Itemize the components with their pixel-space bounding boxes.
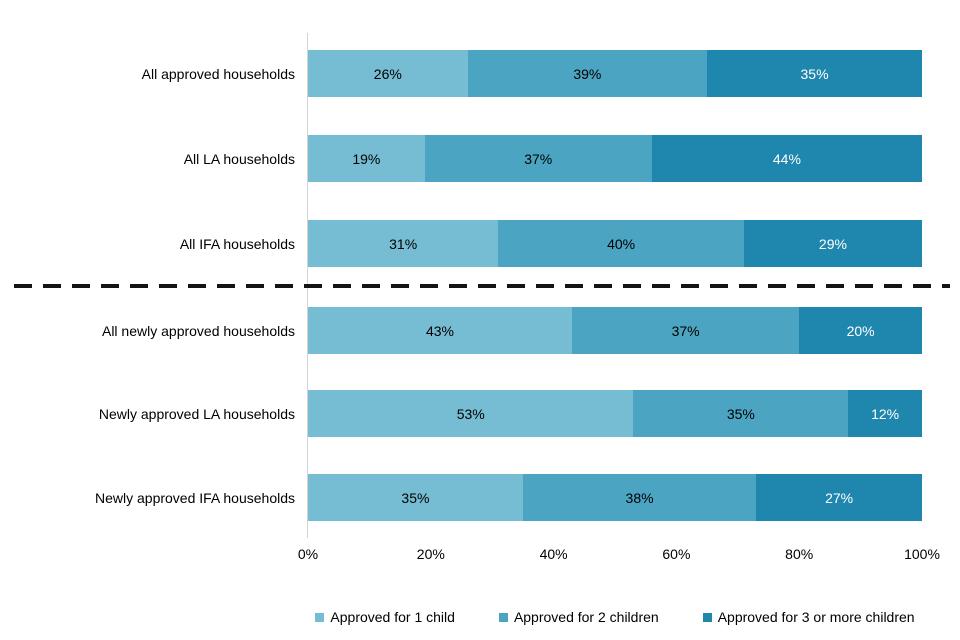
bar-segment-series-3: 12% <box>848 390 922 437</box>
bar-segment-series-3: 20% <box>799 307 922 354</box>
data-label: 35% <box>401 489 430 506</box>
data-label: 37% <box>524 150 553 167</box>
category-label: All IFA households <box>179 235 295 252</box>
bar-segment-series-3: 35% <box>707 50 922 97</box>
data-label: 12% <box>871 405 900 422</box>
data-label: 53% <box>456 405 485 422</box>
stacked-bar: 53% 35% 12% <box>308 390 922 437</box>
legend-item: Approved for 3 or more children <box>702 609 915 625</box>
stacked-bar: 26% 39% 35% <box>308 50 922 97</box>
bar-segment-series-1: 53% <box>308 390 634 437</box>
bar-segment-series-3: 44% <box>651 135 922 182</box>
bar-segment-series-3: 29% <box>743 220 922 267</box>
bar-segment-series-3: 27% <box>756 474 922 521</box>
legend-swatch-icon <box>315 612 325 622</box>
legend-label: Approved for 1 child <box>330 609 455 625</box>
stacked-bar: 35% 38% 27% <box>308 474 922 521</box>
legend-swatch-icon <box>702 612 712 622</box>
data-label: 40% <box>607 235 636 252</box>
bar-segment-series-1: 35% <box>308 474 523 521</box>
bar-segment-series-2: 40% <box>498 220 744 267</box>
bar-segment-series-1: 31% <box>308 220 499 267</box>
bar-segment-series-1: 26% <box>308 50 468 97</box>
stacked-bar: 43% 37% 20% <box>308 307 922 354</box>
data-label: 35% <box>800 65 829 82</box>
x-axis-tick-label: 0% <box>297 546 319 562</box>
data-label: 26% <box>373 65 402 82</box>
x-axis-tick-labels: 0% 20% 40% 60% 80% 100% <box>298 546 940 564</box>
category-label: Newly approved IFA households <box>94 489 295 506</box>
bar-segment-series-2: 35% <box>633 390 849 437</box>
stacked-bar: 19% 37% 44% <box>308 135 922 182</box>
bar-row: Newly approved LA households 53% 35% 12% <box>0 390 960 437</box>
legend-item: Approved for 2 children <box>498 609 659 625</box>
data-label: 38% <box>625 489 654 506</box>
bar-row: All IFA households 31% 40% 29% <box>0 220 960 267</box>
x-axis-tick-label: 60% <box>662 546 691 562</box>
bar-segment-series-2: 39% <box>467 50 708 97</box>
bar-segment-series-1: 43% <box>308 307 573 354</box>
x-axis-tick-label: 40% <box>539 546 568 562</box>
bar-row: All LA households 19% 37% 44% <box>0 135 960 182</box>
bar-segment-series-2: 37% <box>572 307 800 354</box>
bar-row: Newly approved IFA households 35% 38% 27% <box>0 474 960 521</box>
category-label: All LA households <box>183 150 295 167</box>
data-label: 27% <box>825 489 854 506</box>
legend-swatch-icon <box>498 612 508 622</box>
data-label: 37% <box>671 322 700 339</box>
category-label: All approved households <box>141 65 295 82</box>
bar-segment-series-2: 38% <box>522 474 757 521</box>
bar-segment-series-1: 19% <box>308 135 425 182</box>
x-axis-tick-label: 100% <box>904 546 940 562</box>
stacked-bar: 31% 40% 29% <box>308 220 922 267</box>
legend: Approved for 1 child Approved for 2 child… <box>280 606 950 628</box>
data-label: 20% <box>846 322 875 339</box>
dashed-separator-line <box>14 284 950 288</box>
x-axis-tick-label: 20% <box>416 546 445 562</box>
bar-segment-series-2: 37% <box>424 135 652 182</box>
data-label: 43% <box>425 322 455 339</box>
data-label: 29% <box>818 235 847 252</box>
x-axis-tick-label: 80% <box>785 546 814 562</box>
data-label: 19% <box>352 150 381 167</box>
legend-label: Approved for 3 or more children <box>717 609 915 625</box>
data-label: 35% <box>726 405 755 422</box>
data-label: 39% <box>573 65 602 82</box>
data-label: 44% <box>772 150 801 167</box>
bar-row: All approved households 26% 39% 35% <box>0 50 960 97</box>
category-label: All newly approved households <box>101 322 295 339</box>
data-label: 31% <box>389 235 418 252</box>
legend-label: Approved for 2 children <box>513 609 659 625</box>
legend-item: Approved for 1 child <box>315 609 455 625</box>
category-label: Newly approved LA households <box>98 405 295 422</box>
bar-row: All newly approved households 43% 37% 20% <box>0 307 960 354</box>
